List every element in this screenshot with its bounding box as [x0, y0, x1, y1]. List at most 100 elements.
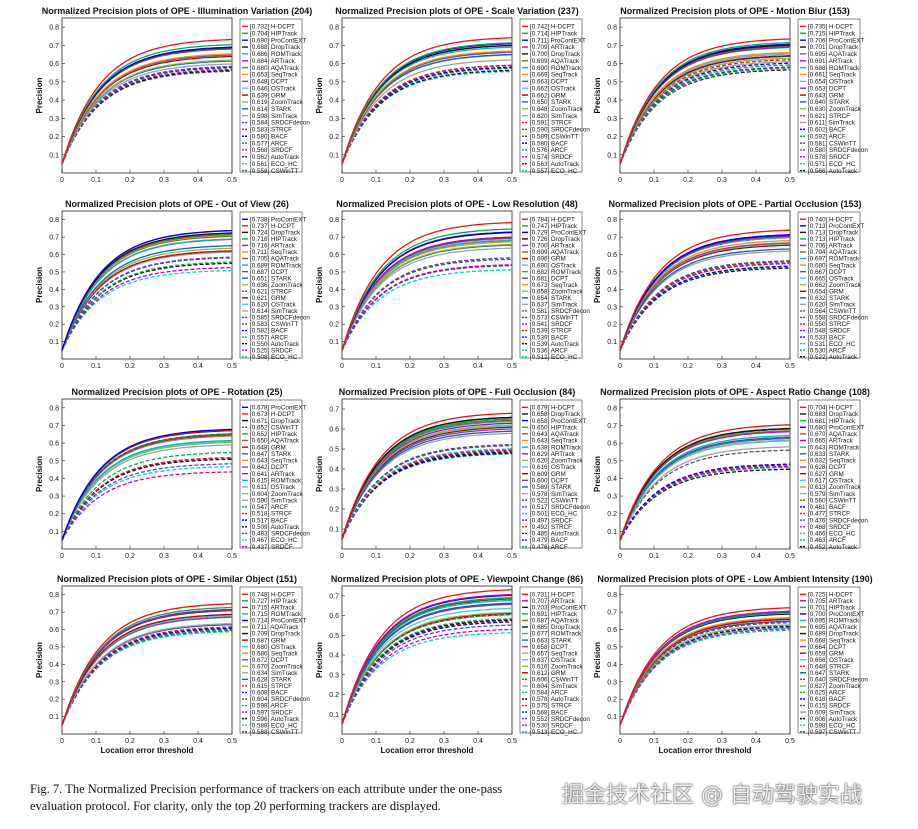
x-tick-label: 0	[340, 177, 344, 184]
legend-label: [0.658] ZoomTrack	[530, 288, 583, 295]
legend-box	[239, 18, 303, 173]
y-tick-label: 0.1	[49, 152, 59, 159]
legend-label: [0.740] H-DCPT	[808, 216, 853, 223]
x-tick-label: 0.4	[193, 363, 203, 370]
legend-label: [0.517] SRDCFdecon	[530, 504, 590, 511]
series-line-romtrack	[61, 238, 233, 351]
legend-label: [0.584] SRDCFdecon	[250, 120, 310, 127]
y-tick-label: 0.3	[329, 304, 339, 311]
series-line-cswintt	[619, 260, 791, 351]
series-line-romtrack	[61, 439, 233, 541]
legend-label: [0.657] SeqTrack	[530, 650, 579, 657]
legend-label: [0.700] ProContEXT	[808, 611, 865, 618]
y-tick-label: 0.3	[607, 679, 617, 686]
legend-label: [0.650] HIPTrack	[530, 424, 578, 431]
y-tick-label: 0.1	[329, 152, 339, 159]
legend-label: [0.578] SRDCF	[808, 154, 851, 161]
x-tick-label: 0.1	[91, 553, 101, 560]
x-tick-label: 0.5	[507, 553, 517, 560]
y-tick-label: 0.8	[49, 217, 59, 224]
x-tick-label: 0.2	[125, 738, 135, 745]
chart-panel: Normalized Precision plots of OPE - Aspe…	[593, 387, 870, 560]
legend-label: [0.508] ECO_HC	[250, 354, 298, 361]
y-tick-label: 0.6	[607, 61, 617, 68]
legend-label: [0.629] ARTrack	[530, 451, 576, 458]
x-tick-label: 0.1	[91, 177, 101, 184]
x-tick-label: 0.1	[649, 363, 659, 370]
legend-label: [0.748] H-DCPT	[250, 591, 295, 598]
series-line-arcf	[61, 261, 233, 351]
chart-title: Normalized Precision plots of OPE - Rota…	[71, 387, 282, 397]
legend-label: [0.715] ROMTrack	[250, 611, 302, 618]
y-tick-label: 0.8	[607, 217, 617, 224]
legend-label: [0.497] SRDCF	[530, 517, 573, 524]
series-line-stark	[341, 53, 513, 165]
y-axis-label: Precision	[35, 456, 44, 492]
x-tick-label: 0	[618, 738, 622, 745]
legend-label: [0.648] GRM	[250, 444, 286, 451]
legend-label: [0.687] AQATrack	[530, 618, 580, 625]
x-tick-label: 0.1	[371, 363, 381, 370]
legend-label: [0.597] SRDCF	[250, 709, 293, 716]
y-tick-label: 0.6	[607, 441, 617, 448]
legend-label: [0.648] ZoomTrack	[530, 106, 583, 113]
y-tick-label: 0.1	[607, 529, 617, 536]
y-tick-label: 0.3	[49, 494, 59, 501]
chart-title: Normalized Precision plots of OPE - Scal…	[335, 6, 579, 16]
series-line-simtrack	[619, 446, 791, 541]
y-tick-label: 0.4	[329, 653, 339, 660]
x-tick-label: 0.4	[751, 738, 761, 745]
legend-label: [0.670] ZoomTrack	[250, 663, 303, 670]
figure-caption: Fig. 7. The Normalized Precision perform…	[30, 782, 503, 813]
legend-label: [0.620] SimTrack	[808, 302, 856, 309]
legend-label: [0.552] SRDCFdecon	[530, 716, 590, 723]
chart-panel: Normalized Precision plots of OPE - Rota…	[35, 387, 310, 560]
series-line-cswintt	[61, 630, 233, 726]
series-line-artrack	[341, 236, 513, 351]
legend-label: [0.576] ARCF	[530, 147, 568, 154]
x-tick-label: 0	[340, 738, 344, 745]
legend-label: [0.530] SRDCF	[530, 722, 573, 729]
legend-label: [0.485] AutoTrack	[530, 531, 580, 538]
legend-label: [0.479] BACF	[530, 537, 568, 544]
y-tick-label: 0.4	[329, 467, 339, 474]
legend-label: [0.533] BACF	[808, 334, 846, 341]
y-tick-label: 0.5	[49, 79, 59, 86]
y-tick-label: 0.2	[607, 134, 617, 141]
plot-frame	[341, 398, 513, 550]
series-line-autotrack	[619, 69, 791, 165]
y-axis-label: Precision	[35, 642, 44, 678]
x-tick-label: 0.4	[193, 553, 203, 560]
x-tick-label: 0.5	[227, 553, 237, 560]
legend-label: [0.562] AutoTrack	[250, 154, 300, 161]
legend-label: [0.704] AQATrack	[808, 249, 858, 256]
legend-label: [0.611] SimTrack	[808, 120, 856, 127]
legend-label: [0.632] SeqTrack	[808, 458, 857, 465]
legend-label: [0.690] OSTrack	[530, 262, 576, 269]
legend-label: [0.706] ProContEXT	[808, 37, 865, 44]
legend-label: [0.640] SRDCFdecon	[808, 677, 868, 684]
legend-label: [0.518] STRCF	[250, 511, 292, 518]
plot-frame	[619, 398, 791, 550]
series-line-simtrack	[61, 63, 233, 165]
legend-label: [0.711] SeqTrack	[250, 249, 298, 256]
legend-label: [0.681] DCPT	[530, 275, 568, 282]
y-tick-label: 0.5	[607, 269, 617, 276]
y-tick-label: 0.7	[49, 610, 59, 617]
series-line-eco-hc	[61, 70, 233, 165]
legend-label: [0.706] ARTrack	[808, 243, 854, 250]
legend-label: [0.608] BACF	[250, 690, 288, 697]
x-tick-label: 0	[340, 363, 344, 370]
series-line-h-dcpt	[619, 38, 791, 165]
y-tick-label: 0.8	[329, 25, 339, 32]
series-line-eco-hc	[61, 269, 233, 351]
legend-label: [0.575] STRCF	[530, 703, 572, 710]
x-tick-label: 0.1	[371, 553, 381, 560]
legend-label: [0.725] H-DCPT	[808, 591, 853, 598]
legend-label: [0.581] SRDCFdecon	[530, 308, 590, 315]
legend-box	[797, 18, 861, 173]
chart-panel: Normalized Precision plots of OPE - Moti…	[593, 6, 868, 184]
legend-box	[519, 211, 583, 359]
y-axis-label: Precision	[315, 77, 324, 113]
legend-label: [0.573] CSWinTT	[530, 315, 578, 322]
